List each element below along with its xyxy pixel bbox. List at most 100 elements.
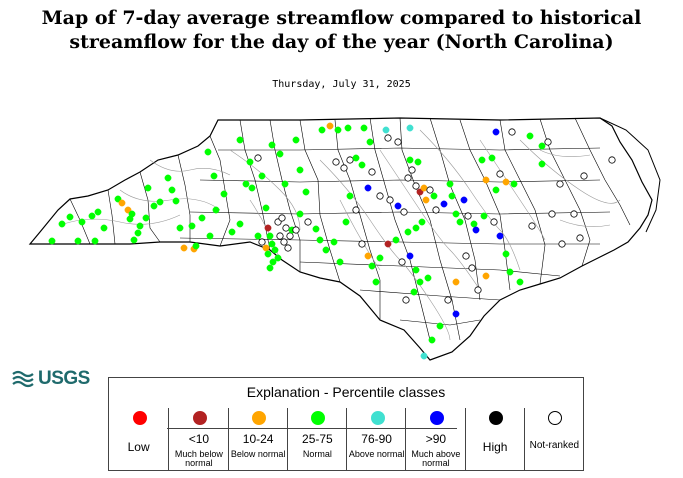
gage-site-dot[interactable] [262,204,270,212]
gage-site-dot[interactable] [136,222,144,230]
gage-site-dot[interactable] [556,180,564,188]
gage-site-dot[interactable] [364,252,372,260]
gage-site-dot[interactable] [100,224,108,232]
gage-site-dot[interactable] [269,258,277,266]
gage-site-dot[interactable] [220,190,228,198]
gage-site-dot[interactable] [344,124,352,132]
gage-site-dot[interactable] [468,264,476,272]
gage-site-dot[interactable] [264,224,272,232]
gage-site-dot[interactable] [280,238,288,246]
gage-site-dot[interactable] [266,232,274,240]
gage-site-dot[interactable] [376,192,384,200]
gage-site-dot[interactable] [276,150,284,158]
gage-site-dot[interactable] [376,254,384,262]
gage-site-dot[interactable] [502,178,510,186]
gage-site-dot[interactable] [474,286,482,294]
gage-site-dot[interactable] [412,266,420,274]
gage-site-dot[interactable] [336,258,344,266]
gage-site-dot[interactable] [482,176,490,184]
gage-site-dot[interactable] [452,278,460,286]
gage-site-dot[interactable] [406,156,414,164]
gage-site-dot[interactable] [352,206,360,214]
gage-site-dot[interactable] [492,128,500,136]
gage-site-dot[interactable] [258,238,266,246]
gage-site-dot[interactable] [432,206,440,214]
gage-site-dot[interactable] [548,210,556,218]
gage-site-dot[interactable] [424,274,432,282]
gage-site-dot[interactable] [544,138,552,146]
gage-site-dot[interactable] [302,188,310,196]
gage-site-dot[interactable] [478,156,486,164]
gage-site-dot[interactable] [384,240,392,248]
gage-site-dot[interactable] [418,218,426,226]
gage-site-dot[interactable] [398,258,406,266]
gage-site-dot[interactable] [91,237,99,245]
gage-site-dot[interactable] [366,138,374,146]
gage-site-dot[interactable] [126,215,134,223]
gage-site-dot[interactable] [410,288,418,296]
gage-site-dot[interactable] [212,206,220,214]
gage-site-dot[interactable] [156,198,164,206]
gage-site-dot[interactable] [368,262,376,270]
gage-site-dot[interactable] [296,210,304,218]
gage-site-dot[interactable] [198,214,206,222]
gage-site-dot[interactable] [448,192,456,200]
gage-site-dot[interactable] [426,186,434,194]
gage-site-dot[interactable] [276,232,284,240]
gage-site-dot[interactable] [570,210,578,218]
gage-site-dot[interactable] [340,164,348,172]
gage-site-dot[interactable] [456,218,464,226]
gage-site-dot[interactable] [412,224,420,232]
gage-site-dot[interactable] [488,154,496,162]
gage-site-dot[interactable] [470,220,478,228]
gage-site-dot[interactable] [246,158,254,166]
gage-site-dot[interactable] [204,148,212,156]
gage-site-dot[interactable] [384,134,392,142]
gage-site-dot[interactable] [506,268,514,276]
gage-site-dot[interactable] [406,252,414,260]
gage-site-dot[interactable] [88,212,96,220]
gage-site-dot[interactable] [526,132,534,140]
gage-site-dot[interactable] [130,236,138,244]
gage-site-dot[interactable] [404,228,412,236]
gage-site-dot[interactable] [558,240,566,248]
gage-site-dot[interactable] [248,184,256,192]
gage-site-dot[interactable] [452,310,460,318]
gage-site-dot[interactable] [420,184,428,192]
gage-site-dot[interactable] [528,222,536,230]
gage-site-dot[interactable] [332,158,340,166]
gage-site-dot[interactable] [538,160,546,168]
gage-site-dot[interactable] [392,236,400,244]
gage-site-dot[interactable] [268,240,276,248]
gage-site-dot[interactable] [304,218,312,226]
gage-site-dot[interactable] [180,244,188,252]
gage-site-dot[interactable] [318,126,326,134]
gage-site-dot[interactable] [292,136,300,144]
gage-site-dot[interactable] [206,232,214,240]
gage-site-dot[interactable] [430,192,438,200]
gage-site-dot[interactable] [408,166,416,174]
gage-site-dot[interactable] [420,352,428,360]
gage-site-dot[interactable] [242,180,250,188]
gage-site-dot[interactable] [254,232,262,240]
gage-site-dot[interactable] [271,246,279,254]
gage-site-dot[interactable] [266,264,274,272]
gage-site-dot[interactable] [436,322,444,330]
gage-site-dot[interactable] [400,208,408,216]
gage-site-dot[interactable] [254,154,262,162]
gage-site-dot[interactable] [346,192,354,200]
gage-site-dot[interactable] [492,186,500,194]
gage-site-dot[interactable] [281,180,289,188]
gage-site-dot[interactable] [502,250,510,258]
gage-site-dot[interactable] [490,218,498,226]
gage-site-dot[interactable] [342,218,350,226]
gage-site-dot[interactable] [460,196,468,204]
gage-site-dot[interactable] [510,180,518,188]
gage-site-dot[interactable] [608,156,616,164]
gage-site-dot[interactable] [268,141,276,149]
gage-site-dot[interactable] [402,296,410,304]
gage-site-dot[interactable] [48,237,56,245]
gage-site-dot[interactable] [406,124,414,132]
gage-site-dot[interactable] [538,142,546,150]
gage-site-dot[interactable] [382,126,390,134]
